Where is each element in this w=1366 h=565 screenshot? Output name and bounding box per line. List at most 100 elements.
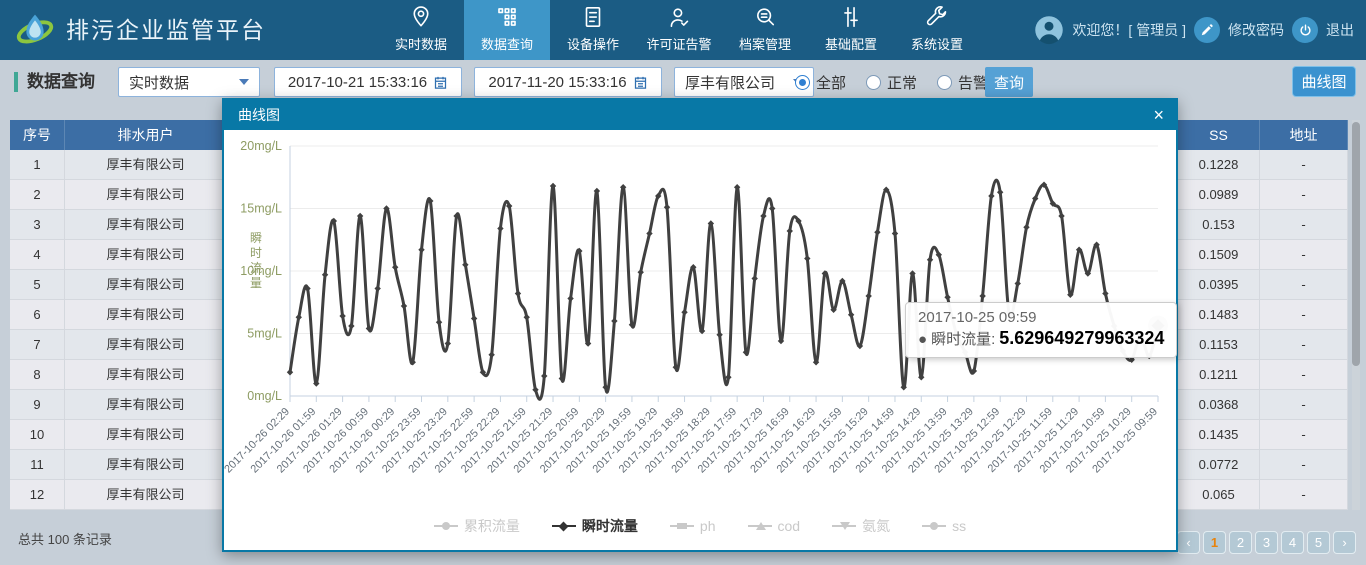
table-row[interactable]: 0.0368- — [1178, 390, 1348, 420]
data-point-marker — [812, 359, 820, 366]
table-row[interactable]: 5 厚丰有限公司 — [10, 270, 227, 300]
table-row[interactable]: 0.0989- — [1178, 180, 1348, 210]
change-password-link[interactable]: 修改密码 — [1228, 22, 1284, 38]
table-row[interactable]: 7 厚丰有限公司 — [10, 330, 227, 360]
logout-link[interactable]: 退出 — [1326, 22, 1354, 38]
data-point-marker — [900, 384, 907, 391]
page-button-1[interactable]: 1 — [1203, 531, 1226, 554]
curve-chart-svg[interactable]: 0mg/L 5mg/L 10mg/L 15mg/L 20mg/L 瞬时流量 2017-10-… — [222, 130, 1178, 512]
nav-item-4[interactable]: 档案管理 — [722, 0, 808, 60]
table-row[interactable]: 0.1509- — [1178, 240, 1348, 270]
page-button-3[interactable]: 3 — [1255, 531, 1278, 554]
chevron-down-icon — [239, 79, 249, 85]
legend-item-2[interactable]: ph — [669, 516, 716, 536]
table-row[interactable]: 0.1211- — [1178, 360, 1348, 390]
nav-item-label: 设备操作 — [566, 37, 619, 52]
data-point-marker — [733, 184, 741, 191]
date-to-input[interactable]: 2017-11-20 15:33:16 — [474, 67, 662, 97]
modal-body: 0mg/L 5mg/L 10mg/L 15mg/L 20mg/L 瞬时流量 2017-10-… — [222, 130, 1178, 550]
legend-label: ph — [699, 518, 716, 534]
table-row[interactable]: 0.1435- — [1178, 420, 1348, 450]
legend-item-1[interactable]: 瞬时流量 — [551, 516, 638, 536]
company-select[interactable]: 厚丰有限公司 — [674, 67, 814, 97]
data-point-marker — [830, 306, 837, 313]
cell-ss: 0.0395 — [1178, 270, 1260, 300]
page-button-›[interactable]: › — [1333, 531, 1356, 554]
data-point-marker — [628, 321, 636, 328]
table-row[interactable]: 0.1153- — [1178, 330, 1348, 360]
table-row[interactable]: 0.1483- — [1178, 300, 1348, 330]
table-row[interactable]: 8 厚丰有限公司 — [10, 360, 227, 390]
page-button-2[interactable]: 2 — [1229, 531, 1252, 554]
nav-item-0[interactable]: 实时数据 — [378, 0, 464, 60]
scrollbar-thumb[interactable] — [1352, 122, 1360, 366]
cell-index: 9 — [10, 390, 65, 420]
table-row[interactable]: 0.0395- — [1178, 270, 1348, 300]
data-grid-icon — [494, 2, 520, 32]
data-point-marker — [1040, 181, 1048, 188]
table-row[interactable]: 3 厚丰有限公司 — [10, 210, 227, 240]
cell-ss: 0.0368 — [1178, 390, 1260, 420]
status-radio-1[interactable]: 正常 — [866, 72, 917, 93]
data-point-marker — [602, 384, 609, 391]
table-left-body: 1 厚丰有限公司 2 厚丰有限公司 3 厚丰有限公司 4 厚丰有限公司 5 厚丰有限公司 6 厚丰有限… — [10, 150, 227, 510]
legend-item-4[interactable]: 氨氮 — [832, 516, 890, 536]
nav-item-2[interactable]: 设备操作 — [550, 0, 636, 60]
nav-item-3[interactable]: 许可证告警 — [636, 0, 722, 60]
table-row[interactable]: 9 厚丰有限公司 — [10, 390, 227, 420]
legend-item-0[interactable]: 累积流量 — [433, 516, 520, 536]
nav-item-1[interactable]: 数据查询 — [464, 0, 550, 60]
table-row[interactable]: 4 厚丰有限公司 — [10, 240, 227, 270]
settings-wrench-icon — [924, 2, 950, 32]
logout-power-icon[interactable] — [1292, 17, 1318, 43]
page-button-4[interactable]: 4 — [1281, 531, 1304, 554]
cell-address: - — [1260, 210, 1348, 240]
table-row[interactable]: 12 厚丰有限公司 — [10, 480, 227, 510]
data-table-left: 序号 排水用户 1 厚丰有限公司 2 厚丰有限公司 3 厚丰有限公司 4 厚丰有限公司 5 厚丰有… — [10, 120, 227, 510]
page-button-5[interactable]: 5 — [1307, 531, 1330, 554]
radio-icon[interactable] — [795, 74, 810, 90]
radio-icon[interactable] — [866, 74, 882, 90]
data-point-marker — [839, 277, 846, 285]
data-point-marker — [760, 212, 767, 220]
status-radio-group: 全部 正常 告警 — [795, 67, 988, 97]
table-row[interactable]: 0.153- — [1178, 210, 1348, 240]
data-point-marker — [1128, 356, 1135, 363]
cell-address: - — [1260, 450, 1348, 480]
data-point-marker — [742, 349, 750, 356]
y-tick-label: 10mg/L — [240, 264, 282, 278]
query-button[interactable]: 查询 — [985, 67, 1033, 97]
status-radio-0[interactable]: 全部 — [795, 72, 846, 93]
company-value: 厚丰有限公司 — [685, 74, 776, 92]
table-row[interactable]: 0.0772- — [1178, 450, 1348, 480]
table-row[interactable]: 11 厚丰有限公司 — [10, 450, 227, 480]
data-point-marker — [1084, 270, 1092, 277]
legend-label: 瞬时流量 — [581, 518, 638, 534]
page-button-‹[interactable]: ‹ — [1177, 531, 1200, 554]
col-header-ss: SS — [1178, 120, 1260, 150]
data-point-marker — [883, 186, 890, 193]
table-row[interactable]: 6 厚丰有限公司 — [10, 300, 227, 330]
data-point-marker — [751, 275, 758, 282]
status-radio-2[interactable]: 告警 — [937, 72, 988, 93]
table-row[interactable]: 0.1228- — [1178, 150, 1348, 180]
data-type-select[interactable]: 实时数据 — [118, 67, 260, 97]
nav-item-5[interactable]: 基础配置 — [808, 0, 894, 60]
table-row[interactable]: 10 厚丰有限公司 — [10, 420, 227, 450]
table-row[interactable]: 2 厚丰有限公司 — [10, 180, 227, 210]
date-from-input[interactable]: 2017-10-21 15:33:16 — [274, 67, 462, 97]
edit-password-icon[interactable] — [1194, 17, 1220, 43]
table-row[interactable]: 1 厚丰有限公司 — [10, 150, 227, 180]
data-point-marker — [646, 230, 653, 237]
legend-item-3[interactable]: cod — [747, 516, 800, 536]
curve-chart-button[interactable]: 曲线图 — [1292, 66, 1356, 97]
cell-index: 6 — [10, 300, 65, 330]
data-point-marker — [321, 271, 329, 278]
legend-item-5[interactable]: ss — [922, 516, 966, 536]
nav-item-6[interactable]: 系统设置 — [894, 0, 980, 60]
radio-icon[interactable] — [937, 74, 953, 90]
close-icon[interactable]: × — [1153, 105, 1164, 125]
table-row[interactable]: 0.065- — [1178, 480, 1348, 510]
table-scrollbar[interactable] — [1352, 120, 1360, 510]
